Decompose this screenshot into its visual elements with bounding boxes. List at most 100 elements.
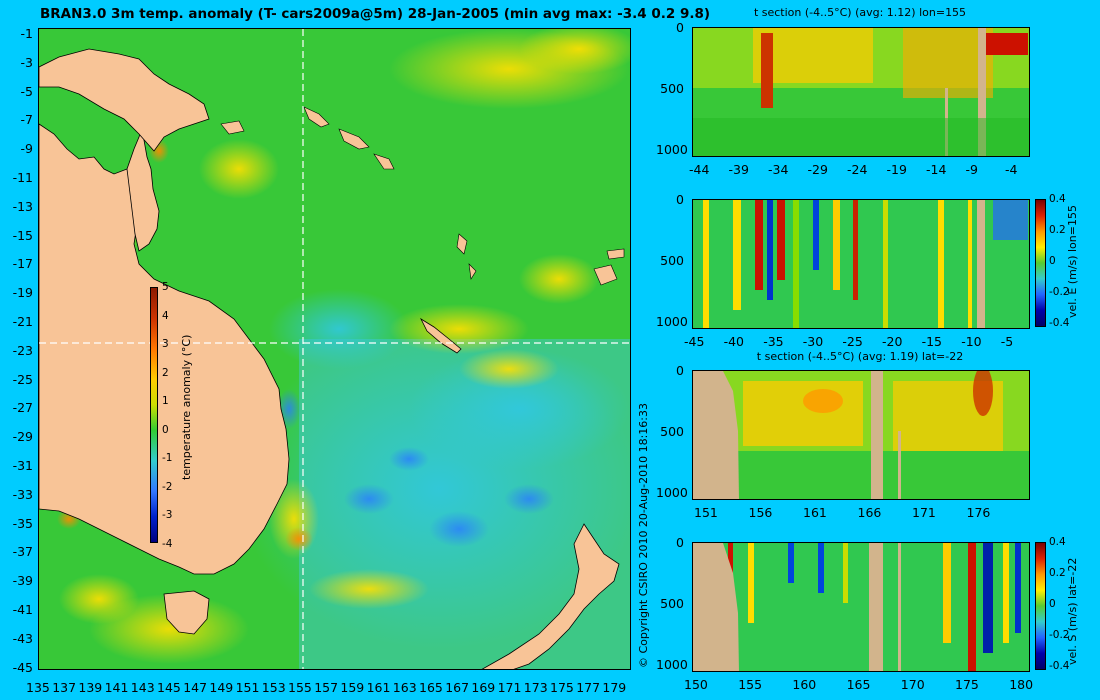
panel4-y-tick: 1000	[656, 657, 688, 672]
lat-tick-label: -13	[12, 198, 33, 214]
panel2-colorbar-tick: 0.4	[1049, 193, 1066, 205]
australia-land	[39, 123, 290, 575]
lat-tick-label: -33	[12, 486, 33, 502]
colorbar-tick-label: 3	[162, 338, 169, 350]
panel4-colorbar-tick: -0.4	[1049, 660, 1070, 672]
panel3-x-tick: 171	[912, 505, 936, 520]
lat-tick-label: -5	[20, 83, 33, 99]
lon-tick-label: 137	[52, 680, 77, 695]
panel3-x-tick: 156	[748, 505, 773, 520]
new-caledonia-land	[420, 317, 462, 354]
panel1-x-tick: -44	[689, 162, 710, 177]
lat-tick-label: -45	[12, 659, 33, 675]
panel2-colorbar-tick: 0.2	[1049, 224, 1066, 236]
lat-tick-label: -11	[12, 170, 33, 185]
map-colorbar	[150, 287, 158, 543]
panel1-x-tick: -34	[768, 162, 789, 177]
panel1-y-tick: 1000	[656, 142, 688, 157]
colorbar-tick-label: 4	[162, 309, 169, 322]
panel1-temp-section-lon[interactable]	[692, 27, 1030, 157]
panel4-y-tick: 0	[676, 535, 684, 550]
panel2-side-label: vel. E (m/s) lon=155	[1066, 205, 1079, 318]
panel1-x-tick: -29	[807, 162, 828, 177]
panel2-y-tick: 0	[676, 192, 684, 207]
panel2-colorbar-tick: -0.2	[1049, 286, 1070, 298]
panel1-x-tick: -24	[847, 162, 868, 177]
lon-tick-label: 163	[392, 680, 417, 695]
panel4-x-tick: 155	[738, 677, 763, 692]
new-guinea-land	[39, 48, 210, 152]
lat-tick-label: -9	[20, 141, 33, 157]
lat-tick-label: -43	[12, 630, 33, 646]
lon-tick-label: 143	[130, 680, 155, 695]
panel4-vel-south-section[interactable]	[692, 542, 1030, 672]
panel1-x-tick: -39	[728, 162, 749, 177]
panel3-y-tick: 500	[660, 424, 684, 439]
panel2-x-tick: -40	[723, 334, 745, 349]
colorbar-tick-label: 0	[162, 423, 169, 436]
lat-tick-label: -41	[12, 602, 33, 617]
panel3-x-tick: 166	[857, 505, 882, 520]
panel2-x-tick: -5	[1000, 334, 1014, 349]
colorbar-tick-label: -1	[162, 452, 173, 464]
panel2-y-tick: 1000	[656, 314, 688, 329]
lat-tick-label: -31	[12, 458, 33, 473]
panel2-x-tick: -45	[684, 334, 705, 349]
panel4-x-tick: 170	[900, 677, 925, 692]
lon-tick-label: 139	[78, 680, 103, 695]
panel4-x-tick: 150	[684, 677, 708, 692]
panel1-x-tick: -14	[926, 162, 947, 177]
lon-tick-label: 169	[471, 680, 496, 695]
panel2-x-tick: -20	[882, 334, 903, 349]
lon-tick-label: 141	[104, 680, 129, 695]
colorbar-tick-label: 1	[162, 395, 169, 407]
colorbar-tick-label: -4	[162, 537, 173, 550]
panel4-x-tick: 175	[955, 677, 979, 692]
panel2-x-tick: -25	[842, 334, 863, 349]
panel1-x-tick: -9	[965, 162, 978, 177]
panel3-y-tick: 0	[676, 363, 684, 378]
lat-tick-label: -23	[12, 342, 33, 358]
map-canvas	[39, 29, 630, 669]
lat-tick-label: -25	[12, 371, 33, 387]
panel1-x-tick: -4	[1005, 162, 1018, 177]
panel3-temp-section-lat[interactable]	[692, 370, 1030, 500]
lat-tick-label: -35	[12, 515, 33, 531]
lon-tick-label: 177	[576, 680, 601, 695]
lat-tick-label: -27	[12, 400, 33, 416]
colorbar-tick-label: 2	[162, 366, 169, 379]
panel3-title: t section (-4..5°C) (avg: 1.19) lat=-22	[756, 350, 964, 363]
lon-tick-label: 175	[550, 680, 574, 695]
panel4-x-tick: 180	[1009, 677, 1034, 692]
panel2-colorbar	[1035, 199, 1046, 327]
temperature-anomaly-map[interactable]	[38, 28, 631, 670]
tasmania-land	[163, 590, 210, 635]
lon-tick-label: 161	[366, 680, 391, 695]
colorbar-tick-label: -3	[162, 509, 173, 521]
lon-tick-label: 157	[314, 680, 339, 695]
colorbar-tick-label: 5	[162, 281, 169, 293]
panel4-colorbar	[1035, 542, 1046, 670]
map-title: BRAN3.0 3m temp. anomaly (T- cars2009a@5…	[40, 6, 711, 22]
lon-tick-label: 151	[235, 680, 260, 695]
lat-tick-label: -37	[12, 544, 33, 560]
panel4-side-label: vel. S (m/s) lat=-22	[1066, 557, 1079, 665]
lon-tick-label: 147	[183, 680, 208, 695]
map-colorbar-label: temperature anomaly (°C)	[180, 334, 193, 480]
panel1-y-tick: 500	[660, 81, 684, 96]
lon-tick-label: 173	[523, 680, 548, 695]
lon-tick-label: 135	[26, 680, 50, 695]
panel3-y-tick: 1000	[656, 485, 688, 500]
lat-tick-label: -1	[20, 26, 33, 41]
panel1-y-tick: 0	[676, 20, 684, 35]
lon-tick-label: 159	[340, 680, 365, 695]
lat-tick-label: -21	[12, 314, 33, 329]
panel2-vel-east-section[interactable]	[692, 199, 1030, 329]
lon-tick-label: 145	[157, 680, 181, 695]
lon-tick-label: 149	[209, 680, 234, 695]
lon-tick-label: 165	[419, 680, 443, 695]
panel2-x-tick: -35	[763, 334, 784, 349]
lon-tick-label: 179	[602, 680, 627, 695]
lon-tick-label: 155	[288, 680, 312, 695]
lon-tick-label: 167	[445, 680, 470, 695]
